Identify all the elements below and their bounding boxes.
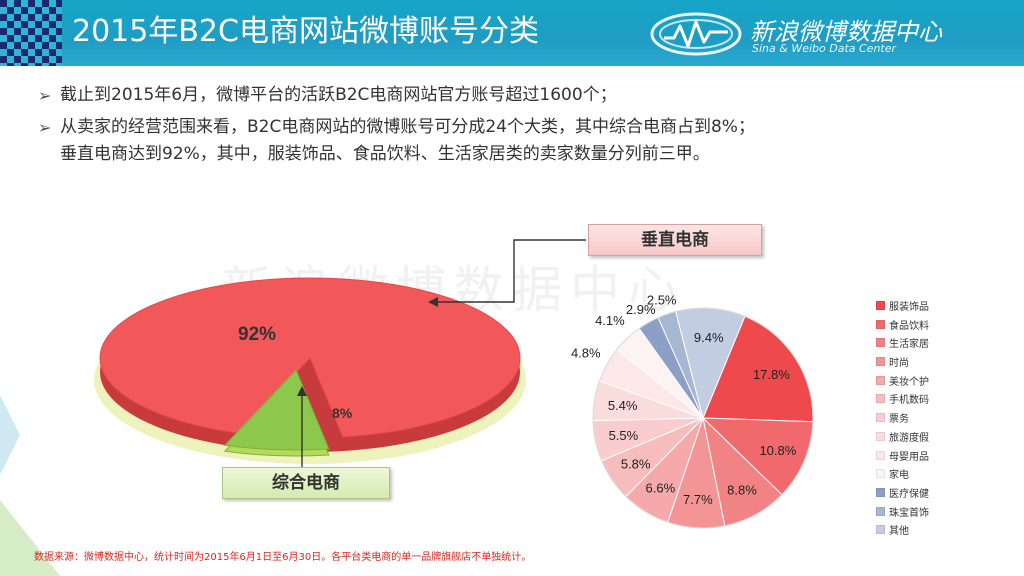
legend-label: 旅游度假 — [889, 432, 929, 444]
bullet-item: ➢ 从卖家的经营范围来看，B2C电商网站的微博账号可分成24个大类，其中综合电商… — [38, 114, 998, 168]
legend-entry: 其他 — [876, 522, 929, 541]
left-decoration — [0, 395, 20, 475]
bullet-text: 截止到2015年6月，微博平台的活跃B2C电商网站官方账号超过1600个； — [60, 85, 617, 105]
data-label: 4.1% — [595, 313, 625, 328]
legend-label: 时尚 — [889, 358, 909, 370]
callout-arrow — [297, 386, 307, 396]
chart-legend: 服装饰品食品饮料生活家居时尚美妆个护手机数码票务旅游度假母婴用品家电医疗保健珠宝… — [876, 298, 929, 541]
logo-subtitle: Sina & Weibo Data Center — [752, 42, 897, 55]
bullet-arrow-icon: ➢ — [38, 86, 52, 105]
data-source-footnote: 数据来源：微博数据中心，统计时间为2015年6月1日至6月30日。各平台类电商的… — [34, 552, 532, 563]
comprehensive-ecommerce-callout: 综合电商 — [222, 467, 390, 499]
legend-entry: 生活家居 — [876, 335, 929, 354]
legend-swatch — [876, 506, 885, 516]
data-label: 17.8% — [753, 367, 790, 382]
data-label: 92% — [238, 324, 276, 345]
legend-swatch — [876, 357, 885, 367]
data-label: 10.8% — [759, 443, 796, 458]
bullet-list: ➢ 截止到2015年6月，微博平台的活跃B2C电商网站官方账号超过1600个； … — [38, 82, 998, 173]
data-label: 8% — [332, 405, 353, 421]
data-label: 5.5% — [609, 428, 639, 443]
legend-swatch — [876, 469, 885, 479]
legend-swatch — [876, 338, 885, 348]
pie-outline — [592, 307, 814, 529]
data-label: 7.7% — [683, 492, 713, 507]
data-label: 9.4% — [694, 330, 724, 345]
legend-entry: 美妆个护 — [876, 373, 929, 392]
legend-label: 服装饰品 — [889, 302, 929, 313]
legend-swatch — [876, 450, 885, 460]
callout-arrow — [428, 297, 438, 307]
legend-entry: 手机数码 — [876, 391, 929, 410]
bullet-item: ➢ 截止到2015年6月，微博平台的活跃B2C电商网站官方账号超过1600个； — [38, 82, 998, 109]
legend-entry: 旅游度假 — [876, 429, 929, 448]
data-label: 4.8% — [571, 346, 601, 361]
data-label: 2.9% — [626, 302, 656, 317]
legend-label: 食品饮料 — [889, 320, 929, 332]
legend-entry: 家电 — [876, 466, 929, 485]
legend-label: 手机数码 — [889, 395, 929, 407]
data-label: 5.8% — [621, 457, 651, 472]
logo-name: 新浪微博数据中心 — [750, 18, 942, 46]
header-checker-decoration — [0, 0, 62, 66]
legend-swatch — [876, 525, 885, 535]
page-title: 2015年B2C电商网站微博账号分类 — [72, 14, 539, 49]
legend-swatch — [876, 301, 885, 310]
bullet-arrow-icon: ➢ — [38, 118, 52, 137]
data-label: 6.6% — [646, 480, 676, 495]
bullet-text: 从卖家的经营范围来看，B2C电商网站的微博账号可分成24个大类，其中综合电商占到… — [60, 117, 755, 137]
header-bar: 2015年B2C电商网站微博账号分类 新浪微博数据中心 Sina & Weibo… — [0, 0, 1024, 66]
legend-swatch — [876, 413, 885, 423]
legend-entry: 母婴用品 — [876, 448, 929, 467]
legend-label: 母婴用品 — [889, 451, 929, 463]
legend-label: 生活家居 — [889, 339, 929, 351]
legend-label: 珠宝首饰 — [889, 507, 929, 519]
legend-label: 美妆个护 — [889, 376, 929, 388]
legend-swatch — [876, 394, 885, 404]
bullet-text: 垂直电商达到92%，其中，服装饰品、食品饮料、生活家居类的卖家数量分列前三甲。 — [60, 144, 710, 164]
data-label: 2.5% — [647, 293, 677, 308]
pie-slice-vertical — [99, 277, 521, 438]
legend-entry: 服装饰品 — [876, 298, 929, 317]
left-decoration — [0, 500, 60, 576]
legend-entry: 珠宝首饰 — [876, 504, 929, 523]
vertical-ecommerce-callout: 垂直电商 — [588, 224, 762, 256]
legend-entry: 医疗保健 — [876, 485, 929, 504]
legend-swatch — [876, 487, 885, 497]
legend-swatch — [876, 431, 885, 441]
data-label: 8.8% — [727, 482, 757, 497]
callout-connector — [438, 239, 586, 303]
legend-label: 其他 — [889, 526, 909, 538]
legend-label: 医疗保健 — [889, 488, 929, 500]
legend-entry: 时尚 — [876, 354, 929, 373]
logo: 新浪微博数据中心 Sina & Weibo Data Center — [648, 4, 1018, 62]
legend-label: 票务 — [889, 414, 909, 426]
legend-swatch — [876, 319, 885, 329]
logo-wave-icon — [650, 12, 742, 56]
legend-swatch — [876, 375, 885, 385]
legend-label: 家电 — [889, 470, 909, 482]
legend-entry: 票务 — [876, 410, 929, 429]
data-label: 5.4% — [608, 398, 638, 413]
legend-entry: 食品饮料 — [876, 317, 929, 336]
